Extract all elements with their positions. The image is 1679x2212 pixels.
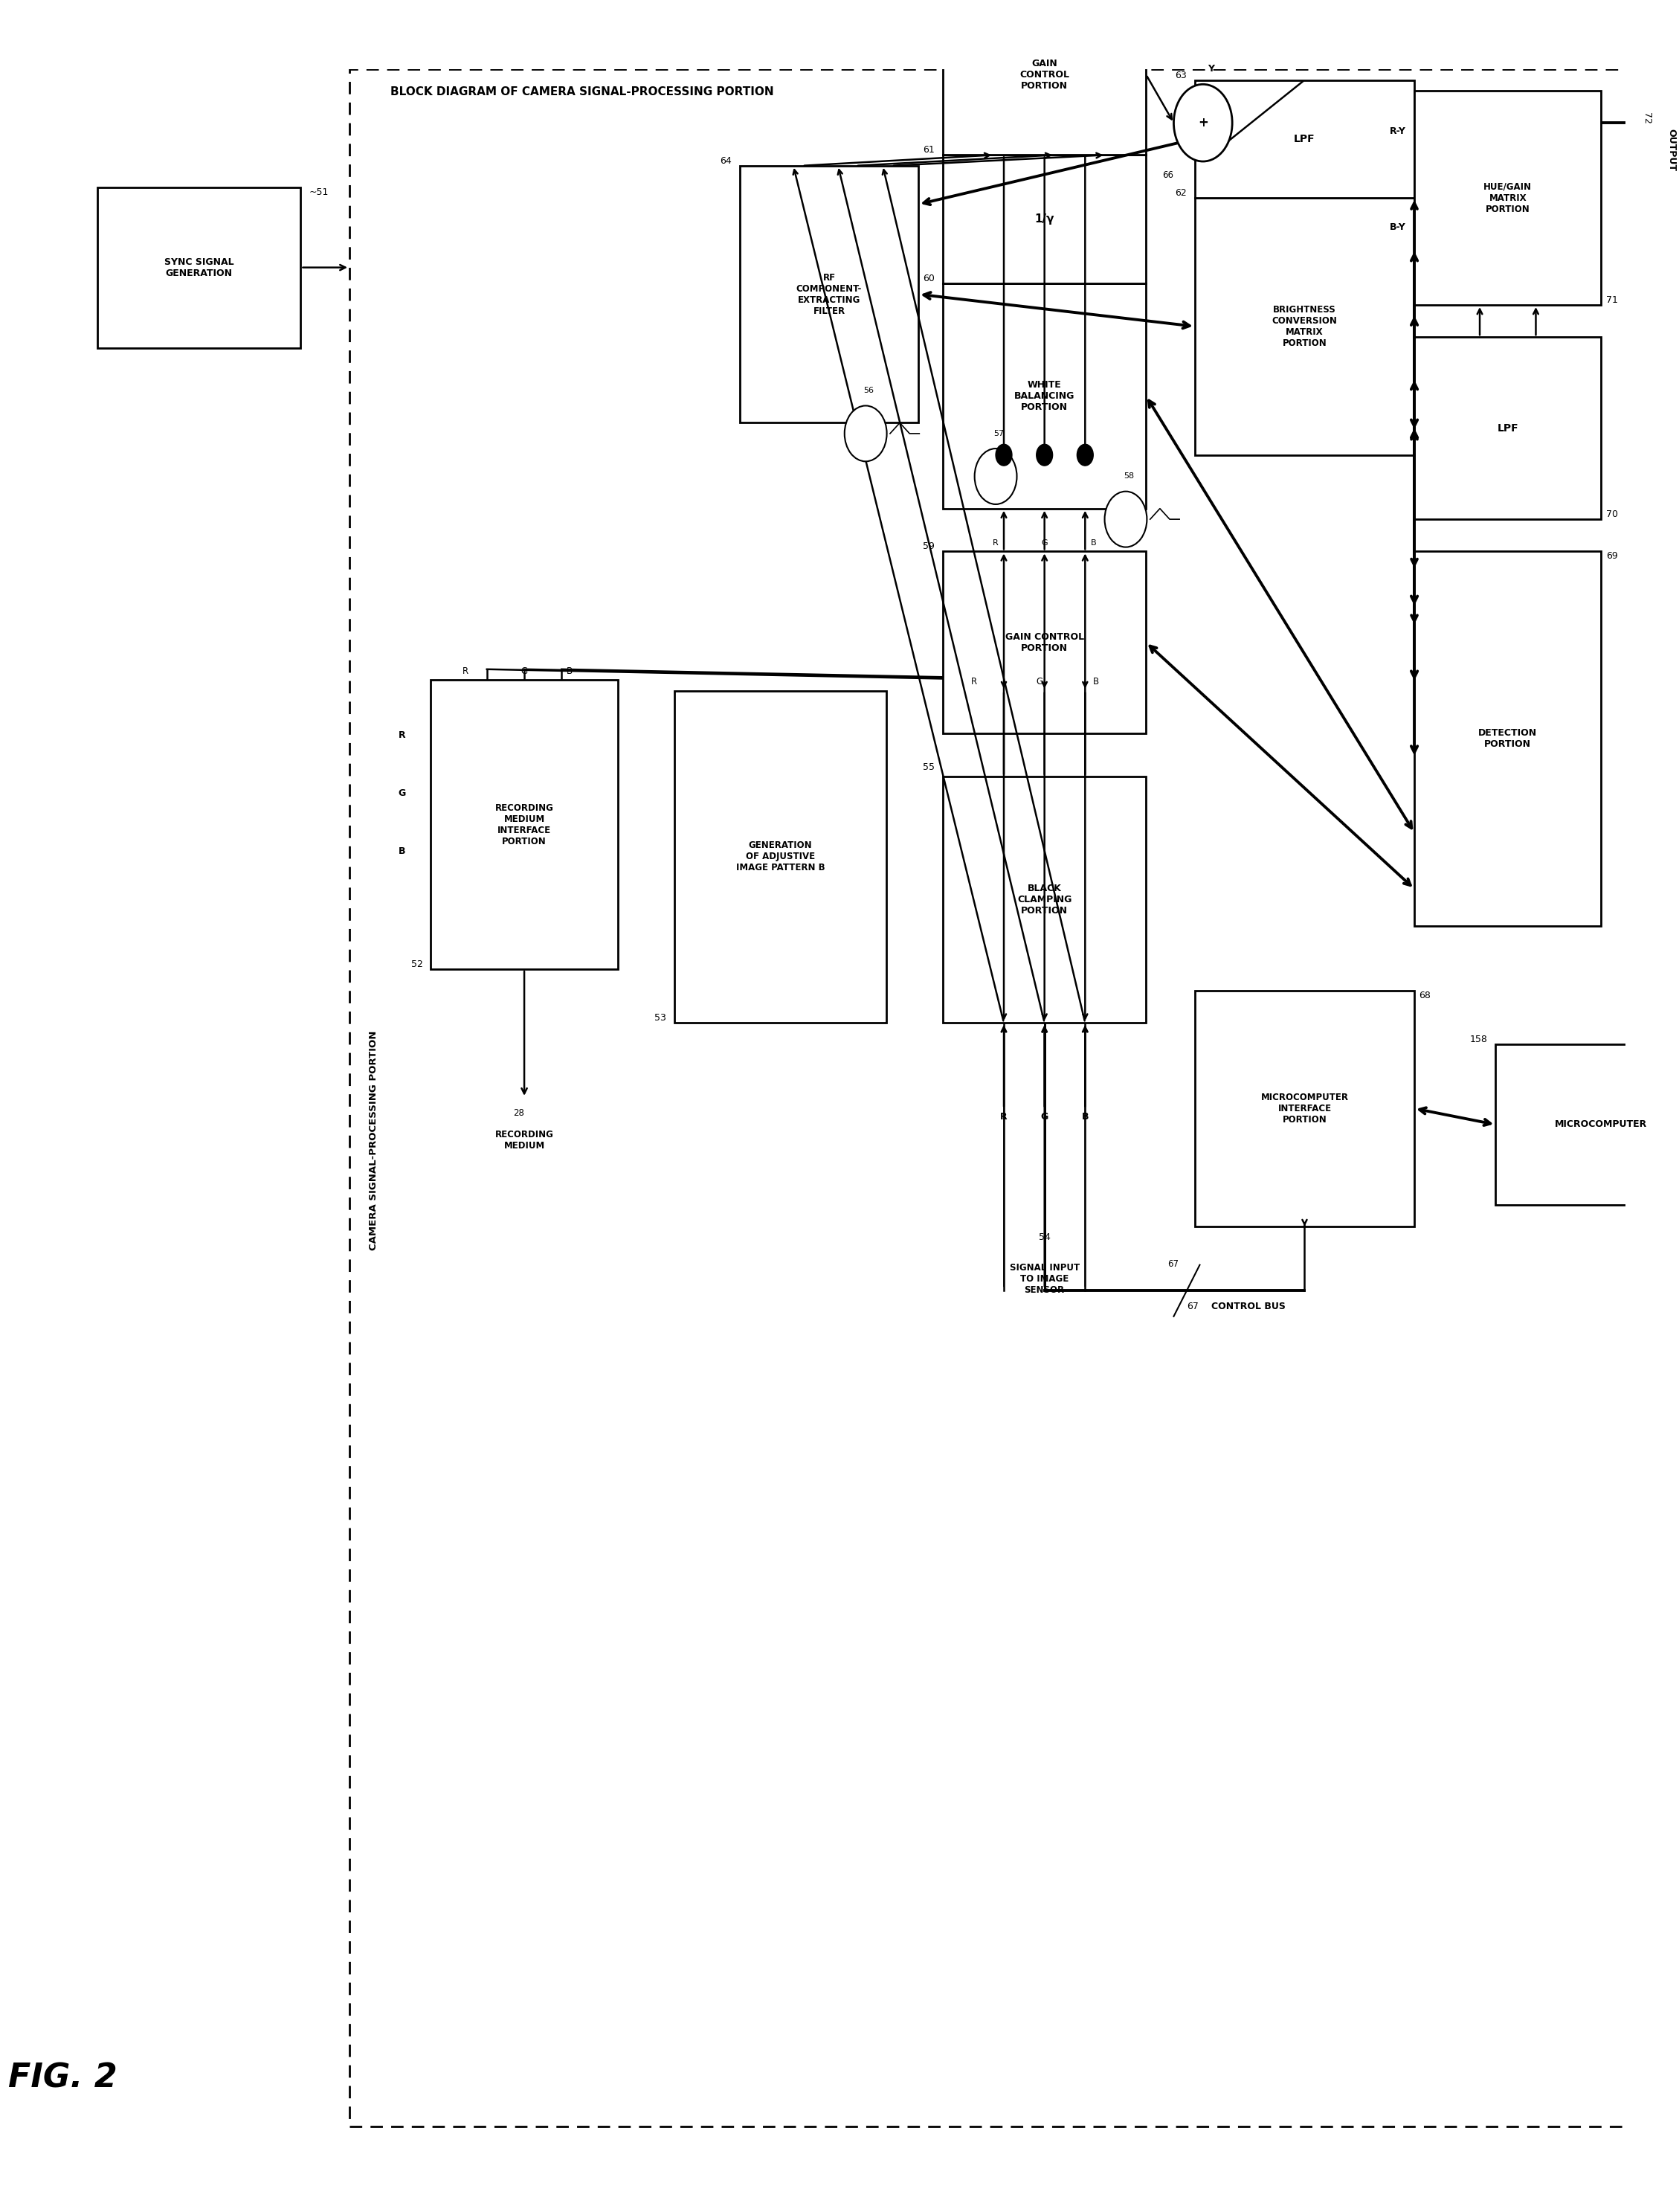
Text: GAIN
CONTROL
PORTION: GAIN CONTROL PORTION xyxy=(1019,60,1070,91)
Text: MICROCOMPUTER
INTERFACE
PORTION: MICROCOMPUTER INTERFACE PORTION xyxy=(1261,1093,1348,1124)
Text: 64: 64 xyxy=(720,157,732,166)
Text: B: B xyxy=(398,845,405,856)
Bar xyxy=(1496,1044,1679,1206)
Text: 67: 67 xyxy=(1187,1301,1199,1312)
Text: R: R xyxy=(992,540,999,546)
Text: 57: 57 xyxy=(994,429,1004,438)
Bar xyxy=(944,155,1147,283)
Circle shape xyxy=(845,405,887,462)
Circle shape xyxy=(1036,445,1053,467)
Bar xyxy=(1195,197,1414,456)
Text: 62: 62 xyxy=(1175,188,1187,197)
Text: LPF: LPF xyxy=(1498,422,1518,434)
Text: 69: 69 xyxy=(1607,551,1619,562)
Text: 59: 59 xyxy=(923,542,935,551)
Text: CAMERA SIGNAL-PROCESSING PORTION: CAMERA SIGNAL-PROCESSING PORTION xyxy=(369,1031,379,1250)
Bar xyxy=(1414,91,1602,305)
Text: 55: 55 xyxy=(923,763,935,772)
Text: 66: 66 xyxy=(1162,170,1174,179)
Text: WHITE
BALANCING
PORTION: WHITE BALANCING PORTION xyxy=(1014,380,1075,411)
Text: MICROCOMPUTER: MICROCOMPUTER xyxy=(1555,1119,1647,1130)
Text: 63: 63 xyxy=(1175,71,1187,80)
Text: 70: 70 xyxy=(1607,509,1619,520)
Text: RECORDING
MEDIUM
INTERFACE
PORTION: RECORDING MEDIUM INTERFACE PORTION xyxy=(495,803,554,847)
Bar xyxy=(1195,80,1414,197)
Text: 1/γ: 1/γ xyxy=(1034,215,1054,226)
Bar xyxy=(944,283,1147,509)
Text: G: G xyxy=(1041,540,1048,546)
Bar xyxy=(1414,551,1602,927)
Bar xyxy=(1195,991,1414,1225)
Circle shape xyxy=(1105,491,1147,546)
Text: G: G xyxy=(520,666,527,675)
Text: FIG. 2: FIG. 2 xyxy=(8,2062,118,2095)
Text: R: R xyxy=(972,677,977,686)
Text: 58: 58 xyxy=(1123,473,1135,480)
Text: 60: 60 xyxy=(923,274,935,283)
Text: IMAGE SIGNAL
OUTPUT: IMAGE SIGNAL OUTPUT xyxy=(1666,113,1679,188)
Text: 56: 56 xyxy=(863,387,875,394)
Text: R-Y: R-Y xyxy=(1390,126,1407,135)
Text: ~51: ~51 xyxy=(309,188,329,197)
Text: 54: 54 xyxy=(1039,1232,1051,1243)
Circle shape xyxy=(996,445,1012,467)
Text: 61: 61 xyxy=(923,146,935,155)
Text: R: R xyxy=(398,730,405,741)
Bar xyxy=(944,776,1147,1022)
Circle shape xyxy=(1174,84,1232,161)
Text: Y: Y xyxy=(1207,64,1214,73)
Bar xyxy=(97,188,301,347)
Text: RF
COMPONENT-
EXTRACTING
FILTER: RF COMPONENT- EXTRACTING FILTER xyxy=(796,272,861,316)
Text: B-Y: B-Y xyxy=(1390,223,1407,232)
Text: 158: 158 xyxy=(1469,1035,1488,1044)
Bar xyxy=(1414,336,1602,520)
Text: B: B xyxy=(1090,540,1096,546)
Text: RECORDING
MEDIUM: RECORDING MEDIUM xyxy=(495,1130,554,1150)
Text: G: G xyxy=(398,787,406,799)
Bar xyxy=(349,69,1679,2126)
Text: SYNC SIGNAL
GENERATION: SYNC SIGNAL GENERATION xyxy=(165,257,233,279)
Text: BRIGHTNESS
CONVERSION
MATRIX
PORTION: BRIGHTNESS CONVERSION MATRIX PORTION xyxy=(1273,305,1336,347)
Text: SIGNAL INPUT
TO IMAGE
SENSOR: SIGNAL INPUT TO IMAGE SENSOR xyxy=(1009,1263,1080,1294)
Text: HUE/GAIN
MATRIX
PORTION: HUE/GAIN MATRIX PORTION xyxy=(1484,181,1531,215)
Text: B: B xyxy=(1093,677,1100,686)
Text: 9: 9 xyxy=(435,681,442,690)
Text: 28: 28 xyxy=(514,1108,524,1119)
Circle shape xyxy=(1076,445,1093,467)
Bar xyxy=(944,0,1147,155)
Bar xyxy=(432,679,618,969)
Text: B: B xyxy=(566,666,573,675)
Text: 53: 53 xyxy=(655,1013,667,1022)
Text: R: R xyxy=(1001,1113,1007,1121)
Text: 67: 67 xyxy=(1167,1259,1179,1270)
Bar xyxy=(675,690,887,1022)
Circle shape xyxy=(974,449,1017,504)
Text: G: G xyxy=(1041,1113,1048,1121)
Text: 71: 71 xyxy=(1607,296,1619,305)
Text: CONTROL BUS: CONTROL BUS xyxy=(1211,1301,1286,1312)
Text: 72: 72 xyxy=(1642,113,1652,124)
Text: GENERATION
OF ADJUSTIVE
IMAGE PATTERN B: GENERATION OF ADJUSTIVE IMAGE PATTERN B xyxy=(735,841,824,874)
Text: LPF: LPF xyxy=(1295,133,1315,144)
Text: BLACK
CLAMPING
PORTION: BLACK CLAMPING PORTION xyxy=(1017,883,1071,916)
Bar xyxy=(944,551,1147,734)
Text: GAIN CONTROL
PORTION: GAIN CONTROL PORTION xyxy=(1006,633,1085,653)
Text: R: R xyxy=(462,666,468,675)
Bar xyxy=(740,166,918,422)
Text: +: + xyxy=(1197,117,1209,131)
Text: 52: 52 xyxy=(411,960,423,969)
Text: BLOCK DIAGRAM OF CAMERA SIGNAL-PROCESSING PORTION: BLOCK DIAGRAM OF CAMERA SIGNAL-PROCESSIN… xyxy=(390,86,774,97)
Text: DETECTION
PORTION: DETECTION PORTION xyxy=(1479,728,1538,750)
Text: G: G xyxy=(1036,677,1043,686)
Text: 68: 68 xyxy=(1419,991,1431,1000)
Text: B: B xyxy=(1081,1113,1088,1121)
